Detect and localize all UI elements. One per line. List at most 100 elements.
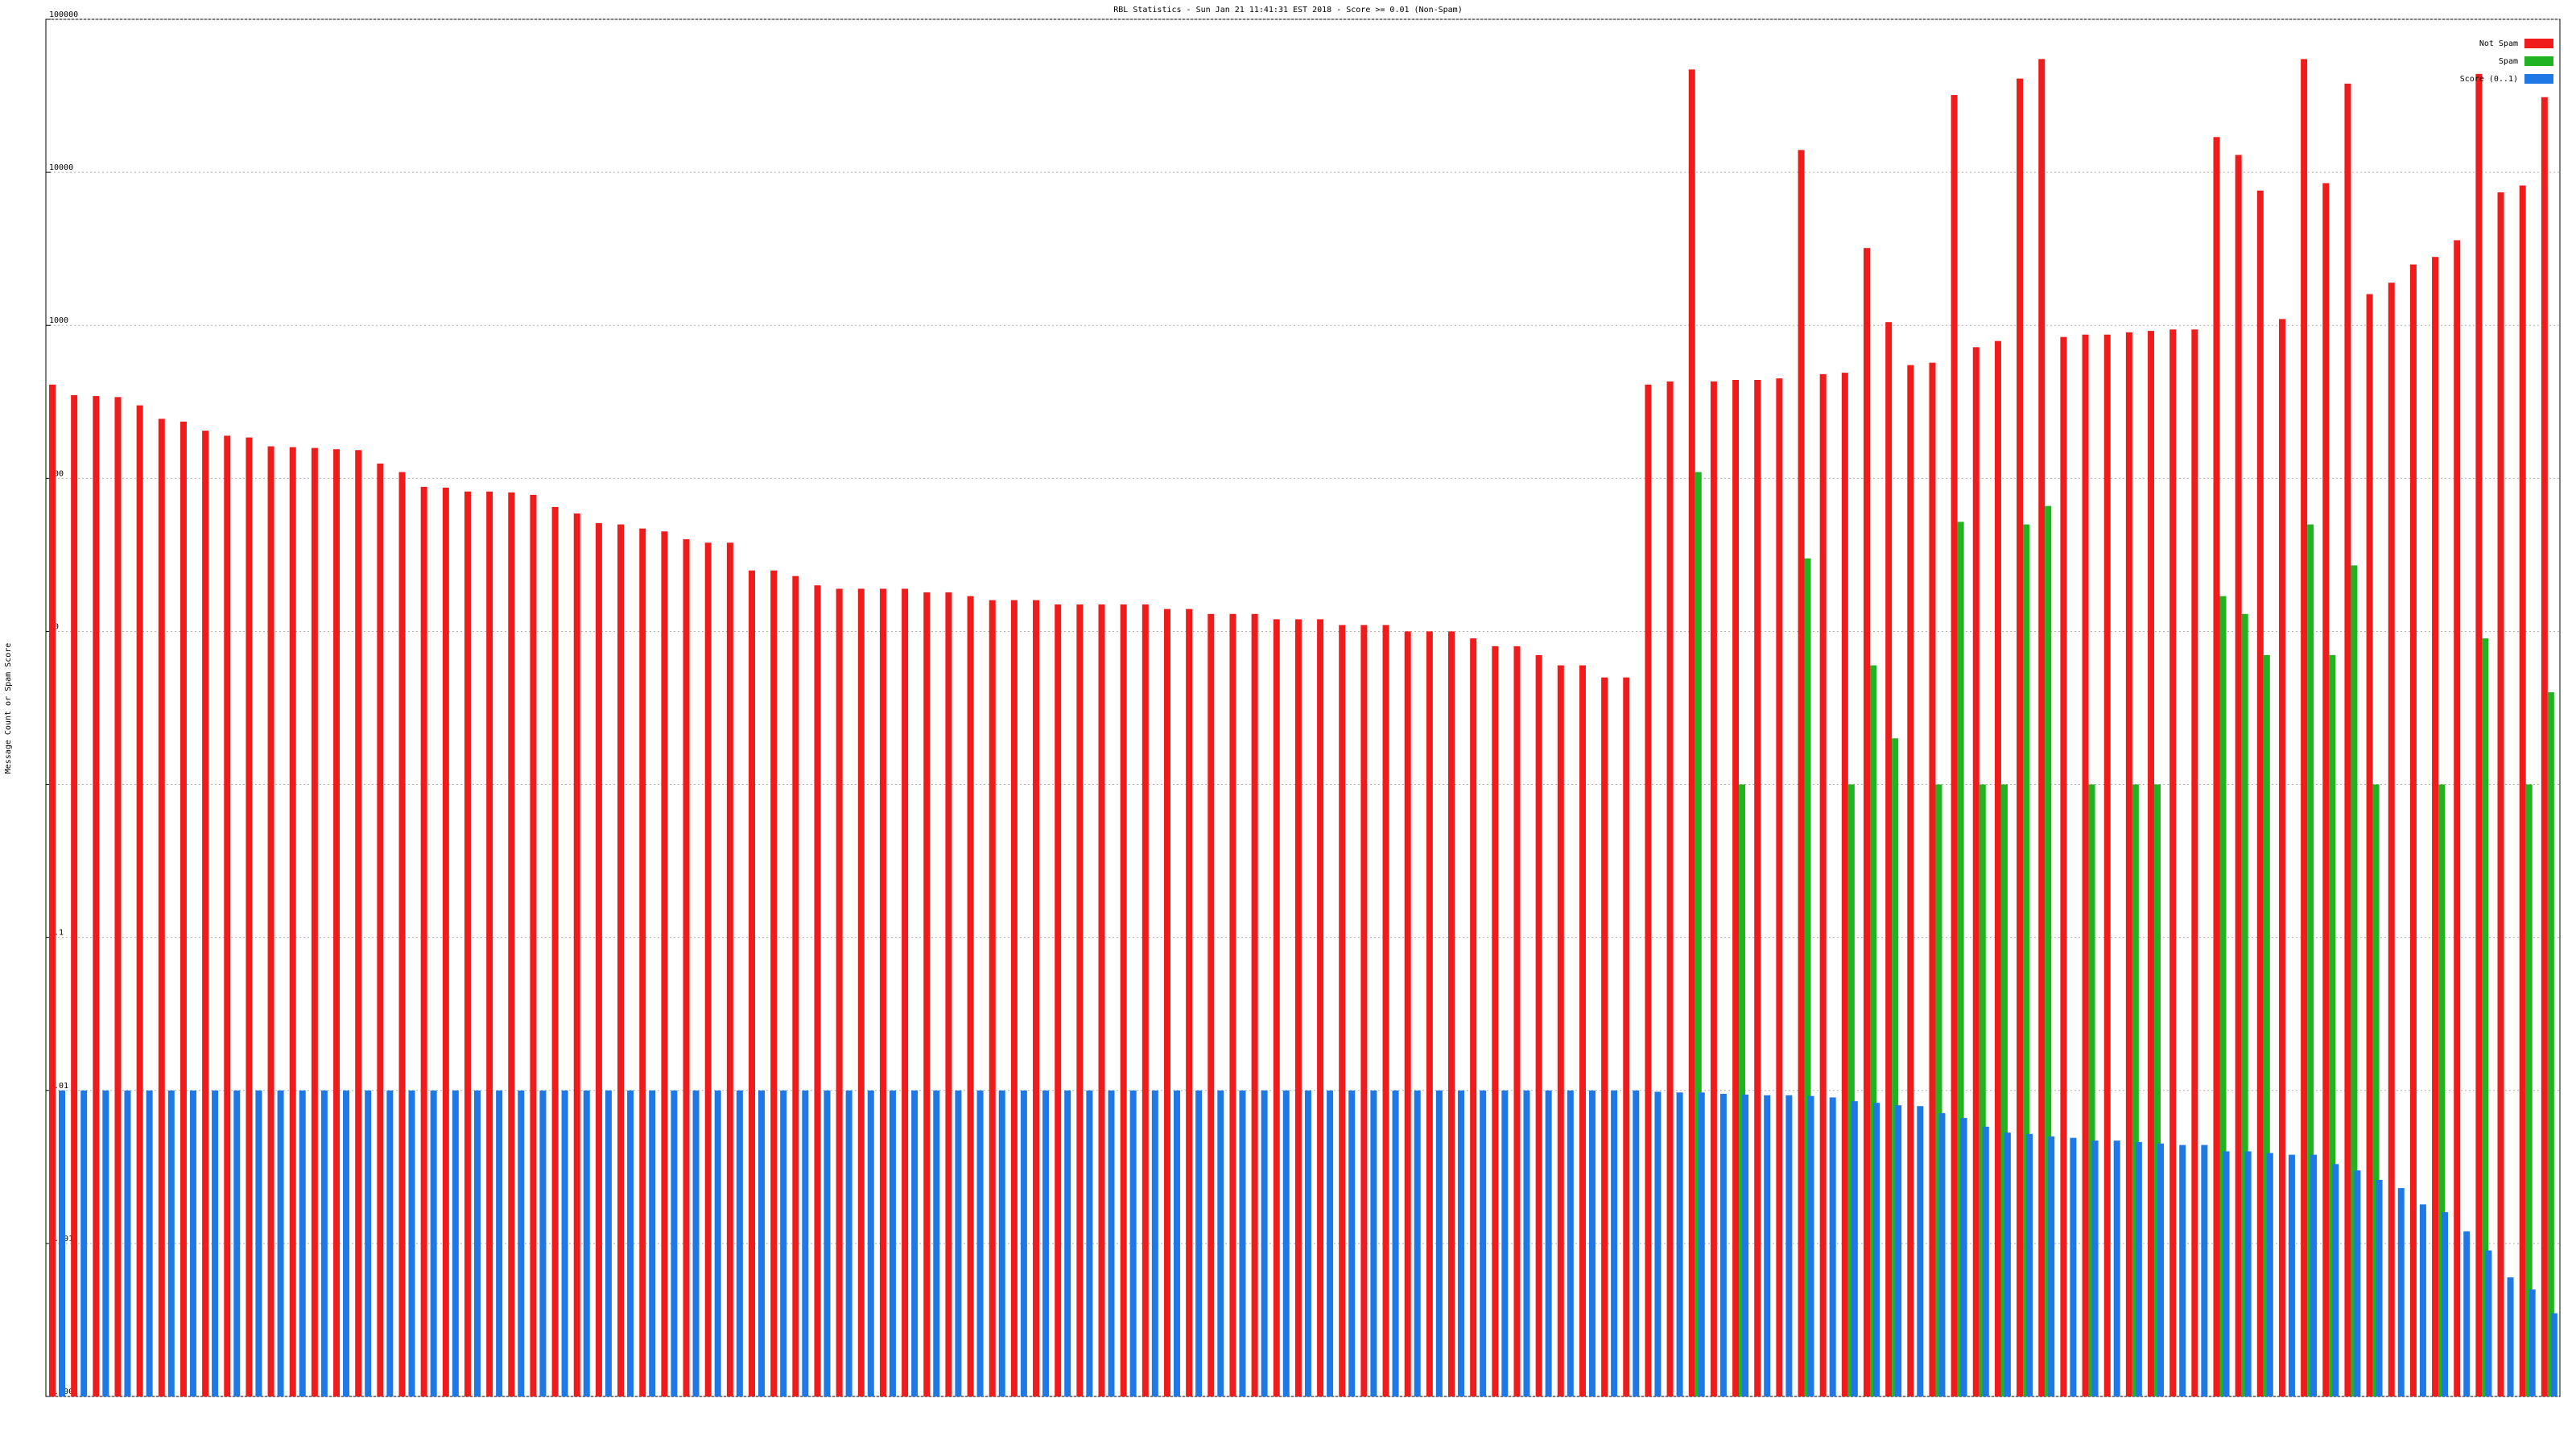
bar <box>1239 1090 1246 1396</box>
bar <box>224 435 231 1397</box>
y-axis-label: Message Count or Spam Score <box>4 643 13 774</box>
bar <box>420 486 427 1396</box>
bar <box>146 1090 153 1396</box>
bar <box>2397 1188 2405 1396</box>
bar <box>1654 1091 1662 1396</box>
bar <box>911 1090 919 1396</box>
bar <box>661 531 668 1396</box>
bar <box>442 487 449 1396</box>
bar <box>2256 190 2264 1396</box>
bar <box>889 1090 896 1396</box>
bar <box>233 1090 241 1396</box>
bar <box>2307 524 2314 1396</box>
bar <box>2045 505 2052 1396</box>
bar <box>1294 619 1302 1396</box>
bar <box>2388 283 2395 1397</box>
bar <box>2223 1151 2230 1396</box>
bar <box>1938 1113 1946 1396</box>
bar <box>267 446 275 1396</box>
bar <box>1426 631 1433 1396</box>
bar <box>1370 1090 1377 1396</box>
bar <box>2026 1133 2033 1396</box>
bar <box>2000 784 2008 1396</box>
bar <box>2235 155 2242 1396</box>
bar <box>246 437 253 1396</box>
bar <box>671 1090 678 1396</box>
bar <box>2419 1204 2426 1396</box>
bar <box>1579 665 1586 1396</box>
bar <box>1611 1090 1618 1396</box>
bar <box>1151 1090 1158 1396</box>
bar <box>2060 336 2067 1397</box>
bar <box>945 592 952 1396</box>
bar <box>749 570 756 1396</box>
bar <box>1448 631 1455 1396</box>
bar <box>1972 347 1979 1396</box>
bar <box>2088 784 2095 1396</box>
bar <box>2213 137 2220 1397</box>
bar <box>1907 365 1914 1396</box>
bar <box>1776 378 1783 1396</box>
bar <box>2344 83 2351 1396</box>
bar <box>1829 1097 1836 1396</box>
bar <box>2135 1141 2142 1396</box>
bar <box>1872 1103 1880 1396</box>
bar <box>1261 1090 1268 1396</box>
bar <box>255 1090 262 1396</box>
bar <box>539 1090 547 1396</box>
bar <box>59 1090 65 1396</box>
bar <box>1480 1090 1487 1396</box>
bar <box>617 524 625 1396</box>
bar <box>71 394 78 1397</box>
bar <box>1010 600 1018 1396</box>
bar <box>2351 565 2358 1396</box>
bar <box>2525 784 2533 1396</box>
bar <box>2332 1164 2339 1396</box>
bar <box>80 1090 88 1396</box>
bar <box>1951 95 1958 1396</box>
bar <box>518 1090 525 1396</box>
bar <box>136 405 143 1396</box>
bar <box>1535 654 1542 1396</box>
bar <box>1557 665 1564 1396</box>
bar <box>2454 240 2461 1397</box>
bar <box>1360 625 1368 1396</box>
bar <box>189 1090 196 1396</box>
bar <box>2154 784 2161 1396</box>
bar <box>530 494 537 1396</box>
bar <box>2442 1212 2449 1396</box>
bar <box>704 542 712 1396</box>
bar <box>1229 613 1236 1396</box>
bar <box>2497 192 2504 1396</box>
bar <box>2244 1151 2252 1396</box>
bar <box>386 1090 394 1396</box>
bar <box>1282 1090 1290 1396</box>
bar <box>2519 185 2526 1396</box>
bar <box>1458 1090 1465 1396</box>
bar <box>430 1090 437 1396</box>
bar <box>802 1090 809 1396</box>
bar <box>343 1090 350 1396</box>
y-tick-label: 10000 <box>49 163 73 172</box>
bar <box>180 421 187 1396</box>
bar <box>1739 784 1746 1396</box>
bar <box>1841 373 1848 1396</box>
bar <box>1545 1090 1552 1396</box>
bar <box>2038 59 2046 1396</box>
bar <box>2048 1136 2055 1396</box>
bar <box>1847 784 1855 1396</box>
bar <box>561 1090 568 1396</box>
bar <box>2070 1137 2077 1396</box>
bar <box>2103 334 2111 1397</box>
bar <box>1120 604 1127 1396</box>
bar <box>1895 1105 1902 1396</box>
bar <box>1688 69 1695 1396</box>
bar <box>2191 329 2198 1396</box>
bar <box>1698 1092 1705 1396</box>
bar <box>2354 1170 2361 1396</box>
bar <box>923 592 931 1396</box>
bar <box>2482 638 2489 1396</box>
bar <box>1251 613 1258 1396</box>
